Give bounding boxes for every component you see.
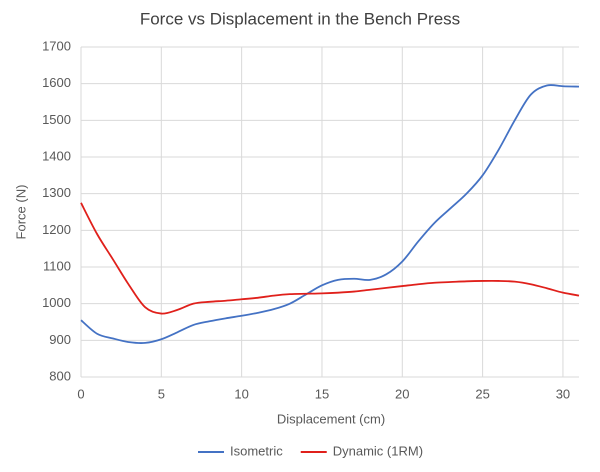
y-tick-label: 1000	[42, 295, 71, 310]
x-tick-label: 15	[315, 386, 329, 401]
x-axis-label: Displacement (cm)	[277, 411, 385, 426]
x-tick-label: 10	[234, 386, 248, 401]
legend-label: Isometric	[230, 443, 283, 458]
y-tick-label: 1400	[42, 148, 71, 163]
x-tick-label: 25	[475, 386, 489, 401]
y-tick-label: 1100	[43, 258, 71, 273]
y-tick-label: 1700	[42, 38, 71, 53]
line-series	[80, 84, 580, 344]
y-tick-label: 900	[49, 332, 71, 347]
y-tick-label: 1300	[42, 185, 71, 200]
line-series	[80, 202, 580, 315]
x-tick-label: 20	[395, 386, 409, 401]
x-tick-label: 5	[158, 386, 165, 401]
y-tick-label: 1600	[42, 75, 71, 90]
x-tick-label: 30	[556, 386, 570, 401]
y-axis-label: Force (N)	[13, 185, 28, 240]
y-tick-label: 1200	[42, 222, 71, 237]
legend-label: Dynamic (1RM)	[333, 443, 423, 458]
y-tick-label: 800	[49, 368, 71, 383]
x-tick-label: 0	[77, 386, 84, 401]
y-tick-label: 1500	[42, 112, 71, 127]
chart-title: Force vs Displacement in the Bench Press	[140, 9, 460, 28]
